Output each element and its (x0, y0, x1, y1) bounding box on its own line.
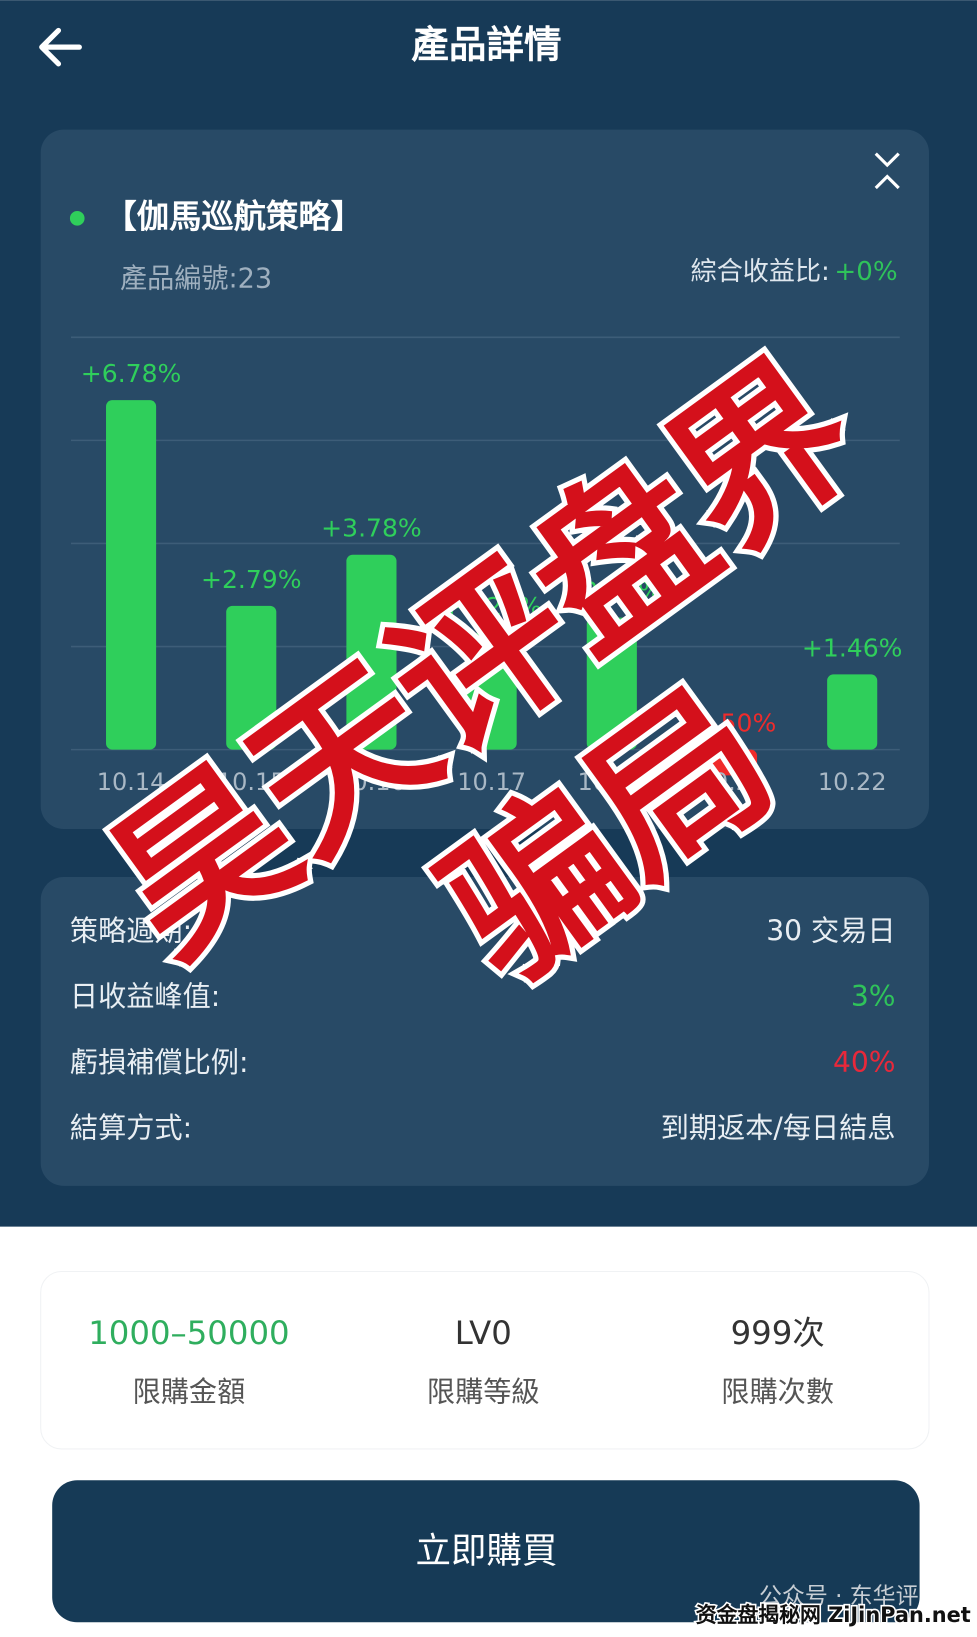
value-label: +2.79% (201, 565, 302, 594)
value-label: -0.50% (688, 709, 777, 738)
limit-value: 999次 (731, 1314, 825, 1352)
collapse-toggle[interactable] (874, 152, 900, 190)
x-tick-label: 10.21 (698, 768, 767, 796)
buy-button[interactable] (52, 1480, 920, 1623)
bar (346, 554, 397, 750)
buy-button-label: 立即購買 (415, 1530, 557, 1571)
page-title: 產品詳情 (411, 23, 561, 67)
detail-value: 40% (833, 1046, 896, 1079)
bar (586, 617, 637, 750)
value-label: +1.46% (802, 633, 903, 662)
product-name: 【伽馬巡航策略】 (104, 197, 363, 235)
bar (106, 400, 157, 750)
value-label: +6.78% (81, 359, 182, 388)
limit-value: LV0 (455, 1314, 512, 1352)
yield-label: 綜合收益比: (691, 257, 830, 287)
status-dot (69, 211, 85, 226)
limits-card (40, 1270, 930, 1450)
yield-value: +0% (834, 257, 897, 287)
back-button[interactable] (39, 27, 82, 67)
account-watermark: 公众号 · 东华评 (759, 1584, 919, 1610)
limit-value: 1000–50000 (88, 1314, 289, 1352)
bar (827, 674, 878, 750)
detail-value: 到期返本/每日結息 (661, 1112, 896, 1145)
bar (466, 633, 517, 750)
detail-label: 策略週期: (70, 914, 192, 947)
product-code: 產品編號:23 (120, 263, 272, 294)
x-tick-label: 10.22 (818, 768, 887, 796)
detail-label: 結算方式: (70, 1112, 192, 1145)
limit-label: 限購次數 (721, 1376, 834, 1409)
bar (706, 749, 758, 776)
x-tick-label: 10.15 (217, 768, 286, 796)
site-watermark: 资金盘揭秘网 ZiJinPan.net (696, 1603, 971, 1627)
details-card (40, 876, 929, 1186)
x-tick-label: 10.16 (337, 768, 406, 796)
value-label: +3.78% (321, 514, 422, 543)
limit-label: 限購等級 (427, 1376, 540, 1409)
x-tick-label: 10.17 (457, 768, 526, 796)
value-label: +2.56% (562, 577, 663, 606)
detail-label: 虧損補償比例: (70, 1046, 249, 1079)
detail-label: 日收益峰值: (70, 980, 220, 1013)
limit-label: 限購金額 (133, 1376, 246, 1409)
detail-value: 3% (851, 980, 896, 1013)
bar (226, 605, 277, 750)
x-tick-label: 10.14 (97, 768, 166, 796)
x-tick-label: 10.18 (577, 768, 646, 796)
value-label: +2.26% (441, 592, 542, 621)
detail-value: 30 交易日 (766, 914, 895, 947)
bar-chart: +6.78% 10.14 +2.79% 10.15 +3.78% 10.16 +2.26% 1… (70, 336, 903, 796)
